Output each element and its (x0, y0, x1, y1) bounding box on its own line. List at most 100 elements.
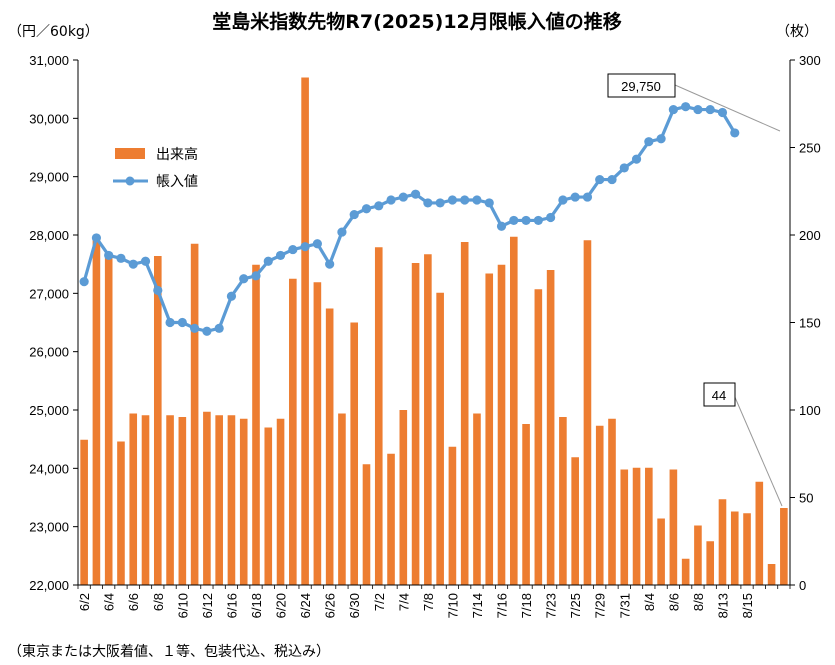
x-tick-label: 7/10 (445, 593, 460, 618)
price-point (239, 274, 249, 284)
callout-volume-leader (733, 394, 783, 507)
volume-bar (362, 464, 371, 585)
x-tick-label: 7/8 (421, 593, 436, 611)
x-tick-label: 6/16 (224, 593, 239, 618)
x-tick-label: 7/25 (568, 593, 583, 618)
volume-bar (80, 439, 88, 585)
legend-label-volume: 出来高 (156, 146, 198, 163)
x-tick-label: 7/31 (617, 593, 632, 618)
x-tick-label: 8/13 (715, 593, 730, 618)
left-tick-label: 27,000 (29, 286, 69, 301)
price-point (386, 195, 396, 205)
volume-bar (424, 254, 432, 585)
right-tick-label: 150 (799, 316, 821, 331)
price-point (337, 227, 347, 237)
price-point (644, 137, 654, 147)
volume-bar (534, 289, 543, 585)
left-tick-label: 24,000 (29, 461, 69, 476)
volume-bar (657, 518, 665, 585)
volume-bar (448, 446, 457, 585)
price-point (546, 212, 556, 223)
volume-bar (129, 413, 138, 585)
chart-title: 堂島米指数先物R7(2025)12月限帳入値の推移 (212, 10, 622, 33)
x-tick-label: 7/14 (470, 593, 485, 618)
x-tick-label: 8/4 (642, 593, 657, 611)
price-point (681, 102, 691, 112)
volume-bar (608, 418, 616, 585)
price-point (595, 174, 605, 185)
right-axis-unit: （枚） (776, 24, 818, 40)
legend-line-marker (125, 176, 135, 186)
callout-price-text: 29,750 (621, 79, 661, 94)
legend-bar-swatch (115, 148, 145, 159)
legend: 出来高 帳入値 (107, 139, 213, 199)
volume-bar (399, 410, 408, 585)
volume-bar (730, 511, 739, 585)
callout-volume: 44 (703, 382, 783, 507)
volume-bar (166, 415, 174, 585)
left-tick-label: 25,000 (29, 403, 69, 418)
price-point (447, 195, 458, 205)
price-point (472, 195, 482, 205)
price-point (607, 174, 617, 185)
right-tick-label: 0 (799, 578, 806, 593)
volume-bar (632, 467, 641, 585)
x-tick-label: 6/30 (347, 593, 362, 618)
price-point (177, 317, 187, 328)
price-point (312, 239, 322, 249)
volume-bar (104, 257, 113, 585)
volume-bar (264, 427, 273, 585)
price-point (582, 192, 593, 202)
left-tick-label: 22,000 (29, 578, 69, 593)
price-point (705, 104, 715, 115)
volume-bar (239, 418, 248, 585)
x-tick-label: 7/23 (544, 593, 559, 618)
volume-bar (473, 413, 481, 585)
volume-bar (743, 513, 751, 585)
volume-bar (178, 417, 187, 585)
price-point (116, 253, 126, 263)
volume-bar (522, 424, 530, 585)
volume-bar (387, 453, 395, 585)
price-point (410, 189, 421, 199)
price-point (374, 201, 384, 211)
price-point (460, 195, 470, 205)
volume-bar (141, 415, 150, 585)
volume-bar (325, 308, 334, 585)
price-point (509, 215, 519, 226)
price-point (79, 277, 89, 287)
x-tick-label: 6/24 (298, 593, 313, 618)
x-tick-label: 7/4 (396, 593, 411, 611)
volume-bar (338, 413, 346, 585)
price-point (668, 104, 678, 115)
price-point (730, 128, 740, 138)
price-point (325, 259, 335, 269)
x-tick-label: 7/2 (372, 593, 387, 611)
price-point (140, 256, 151, 266)
volume-bar (252, 264, 260, 585)
x-tick-label: 6/4 (102, 593, 117, 611)
price-point (165, 317, 175, 328)
x-tick-label: 7/29 (593, 593, 608, 618)
price-point (619, 163, 629, 173)
price-point (349, 209, 359, 220)
legend-label-price: 帳入値 (156, 174, 198, 190)
price-point (631, 154, 642, 164)
volume-bar (497, 264, 506, 585)
price-point (570, 192, 580, 202)
left-axis-unit: （円／60kg） (8, 24, 99, 40)
price-point (484, 198, 494, 208)
volume-bar (215, 415, 223, 585)
price-point (558, 195, 568, 205)
volume-bars (80, 77, 788, 585)
footnote: （東京または大阪着値、１等、包装代込、税込み） (8, 643, 330, 660)
volume-bar (694, 525, 702, 585)
price-point (275, 250, 286, 261)
volume-bar (780, 508, 788, 585)
right-tick-label: 300 (799, 53, 821, 68)
right-tick-label: 250 (799, 141, 821, 156)
volume-bar (718, 499, 727, 585)
price-point (251, 271, 261, 281)
right-tick-label: 100 (799, 403, 821, 418)
volume-bar (755, 481, 764, 585)
